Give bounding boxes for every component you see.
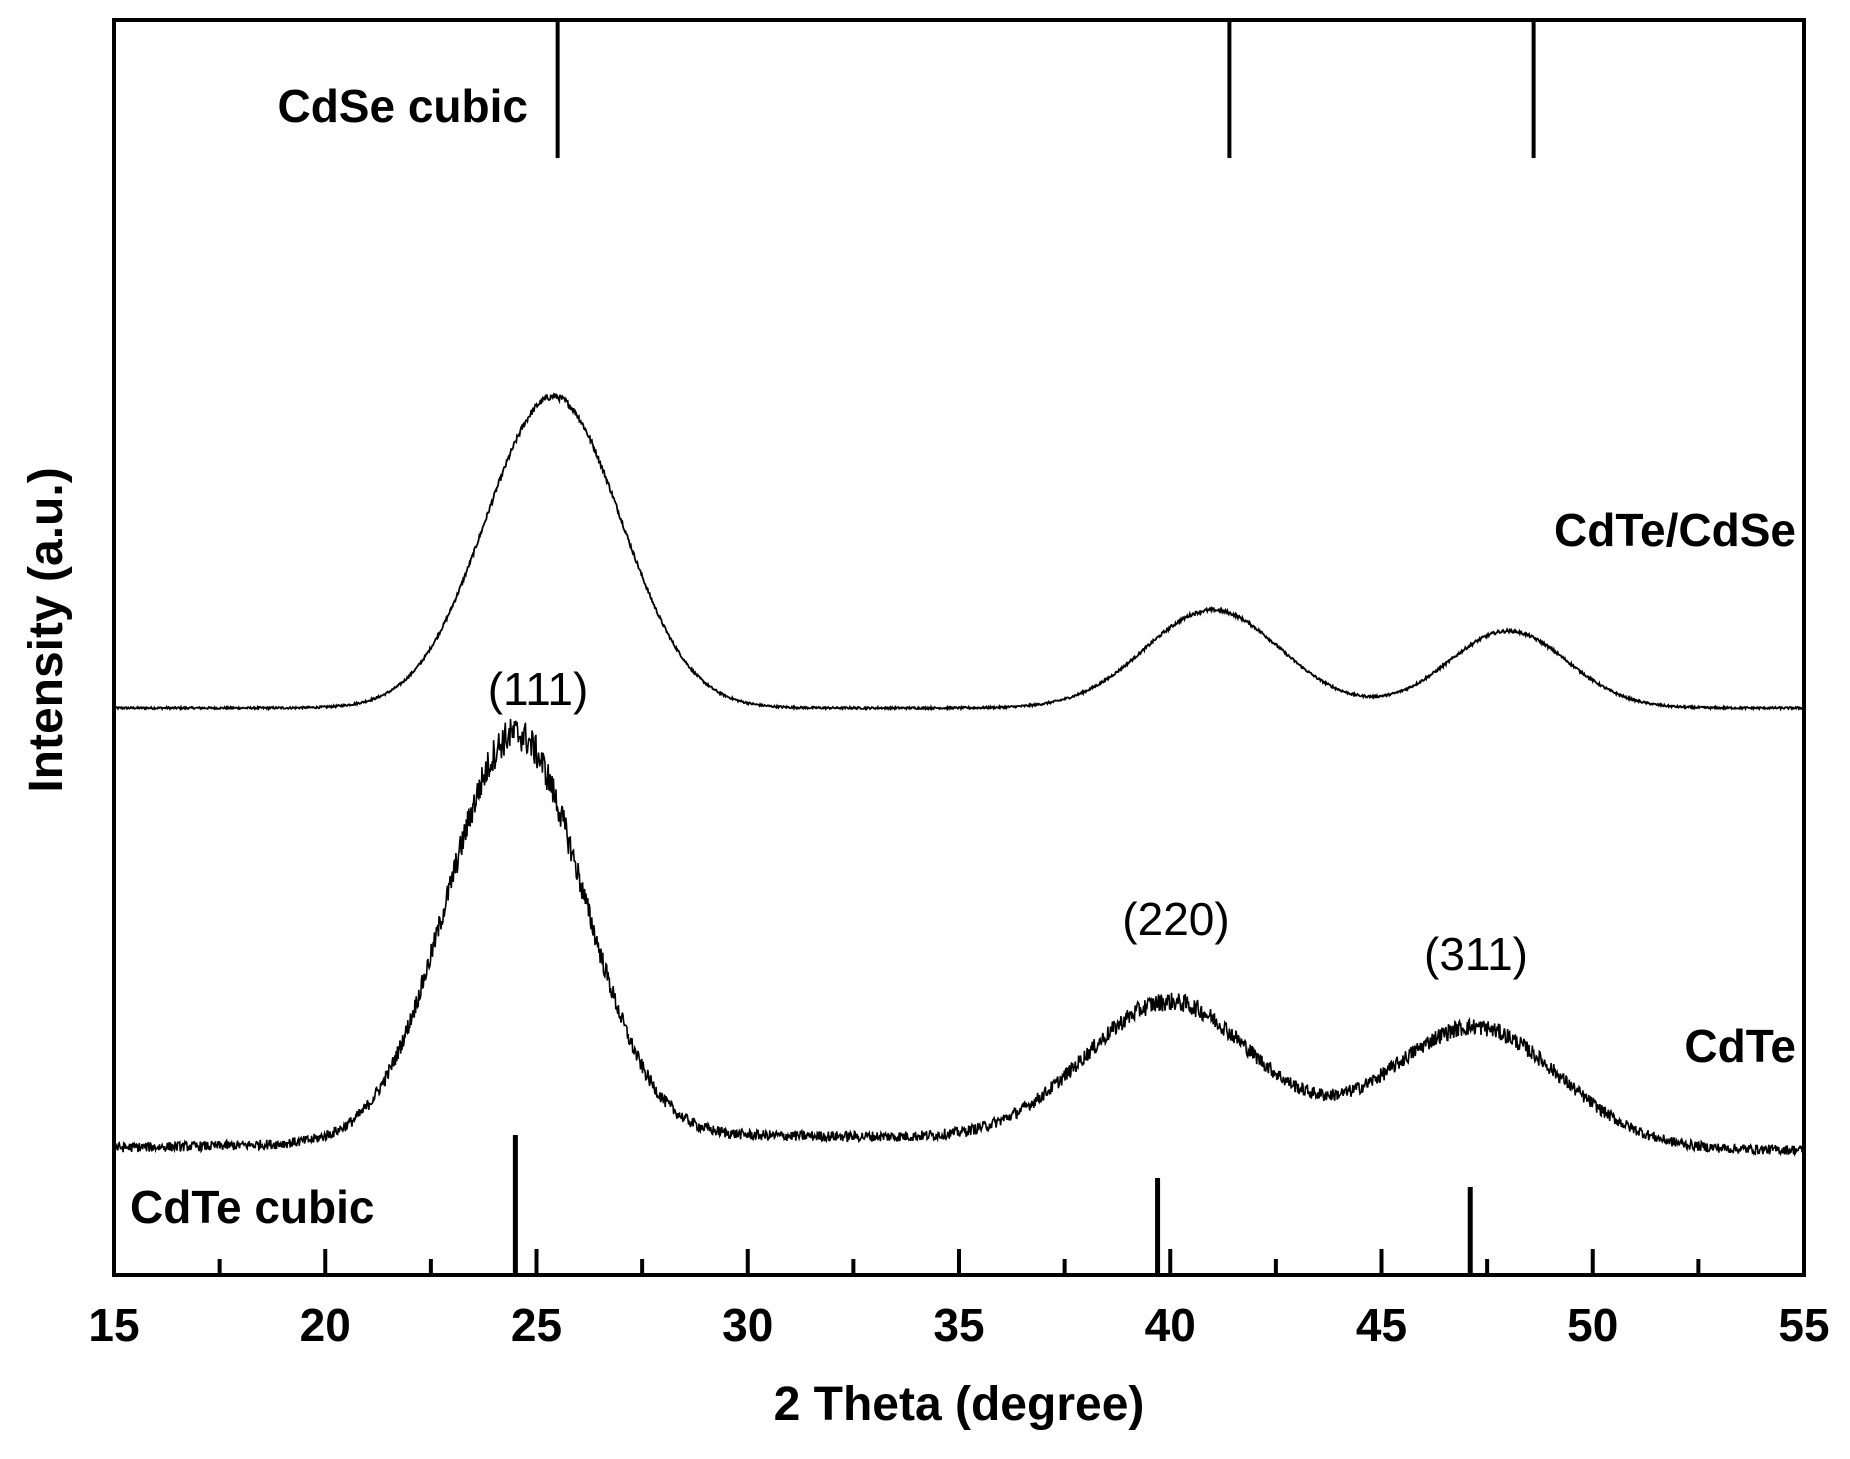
reference-lines: [512, 20, 1536, 1275]
x-tick-label: 15: [88, 1299, 139, 1351]
x-axis-ticks: [112, 1249, 1806, 1275]
x-tick-label: 45: [1356, 1299, 1407, 1351]
peak-label-220: (220): [1122, 893, 1229, 945]
peak-label-311: (311): [1424, 928, 1528, 980]
y-axis-label: Intensity (a.u.): [20, 467, 73, 792]
x-axis-tick-labels: 15 20 25 30 35 40 45 50 55: [88, 1299, 1829, 1351]
series-label-cdte: CdTe: [1684, 1020, 1796, 1072]
x-tick-label: 40: [1145, 1299, 1196, 1351]
x-tick-label: 20: [300, 1299, 351, 1351]
x-tick-label: 55: [1778, 1299, 1829, 1351]
x-tick-label: 50: [1567, 1299, 1618, 1351]
series-line-cdte-cdse: [113, 392, 1805, 712]
series-label-cdte-cdse: CdTe/CdSe: [1554, 504, 1796, 556]
x-axis-label: 2 Theta (degree): [774, 1378, 1145, 1431]
series-line-cdte: [113, 718, 1805, 1158]
peak-label-111: (111): [488, 663, 589, 715]
ref-label-cdte-cubic: CdTe cubic: [130, 1181, 375, 1233]
ref-label-cdse-cubic: CdSe cubic: [277, 80, 528, 132]
x-tick-label: 35: [933, 1299, 984, 1351]
x-tick-label: 25: [511, 1299, 562, 1351]
x-tick-label: 30: [722, 1299, 773, 1351]
series-group: [113, 392, 1805, 1158]
